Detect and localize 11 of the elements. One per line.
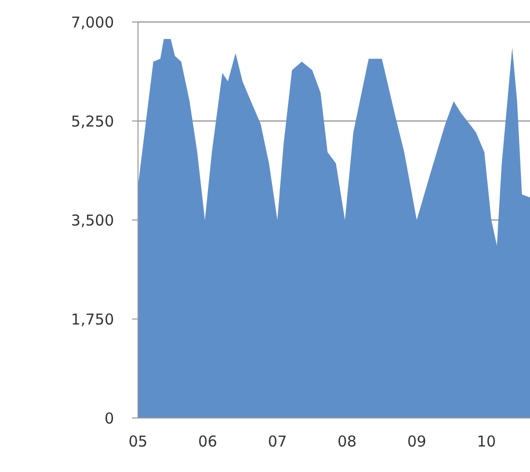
x-tick-label: 09 — [407, 432, 426, 451]
x-tick-label: 08 — [338, 432, 357, 451]
x-tick-label: 07 — [268, 432, 287, 451]
y-tick-label: 1,750 — [71, 310, 114, 328]
x-tick-label: 10 — [476, 432, 496, 451]
y-tick-label: 7,000 — [71, 13, 114, 32]
x-tick-label: 06 — [198, 432, 218, 451]
y-tick-label: 5,250 — [71, 112, 114, 130]
y-tick-label: 0 — [104, 409, 114, 428]
y-tick-label: 3,500 — [71, 211, 114, 230]
x-tick-label: 05 — [128, 432, 148, 451]
